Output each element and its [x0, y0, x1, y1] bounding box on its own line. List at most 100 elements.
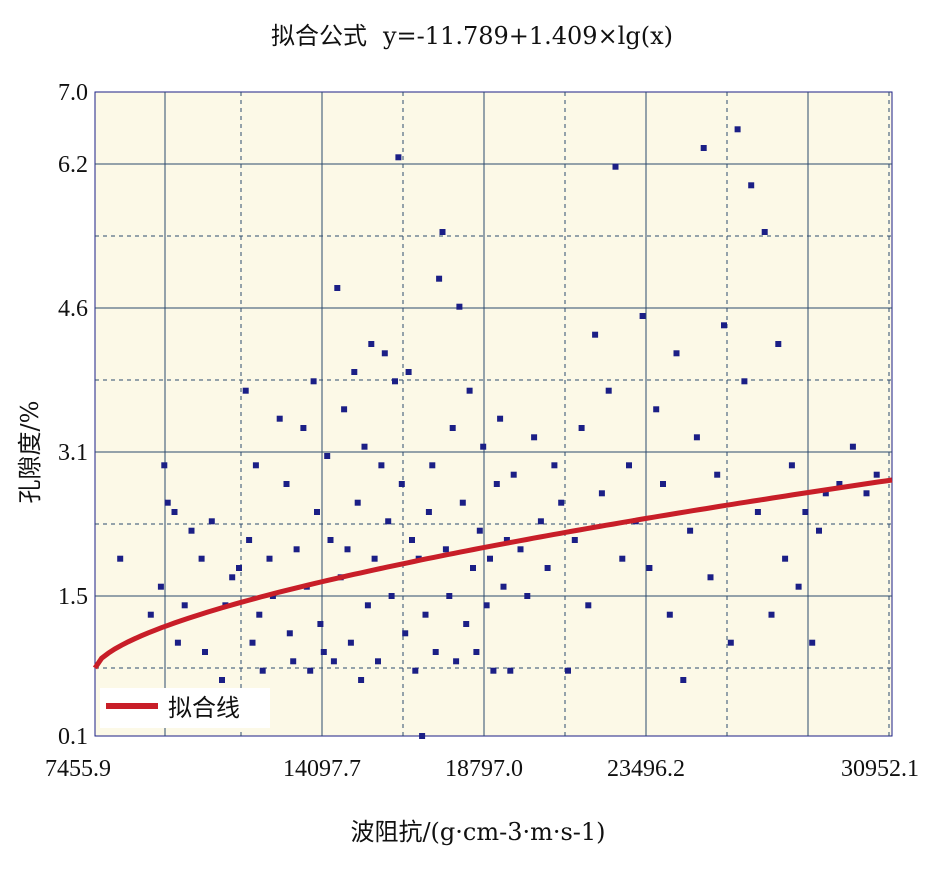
data-point	[503, 537, 510, 543]
data-point	[412, 667, 419, 674]
data-point	[524, 593, 531, 599]
data-point	[259, 667, 266, 674]
data-point	[646, 565, 653, 571]
data-point	[727, 639, 734, 646]
data-point	[171, 509, 178, 515]
data-point	[147, 611, 154, 618]
data-point	[381, 350, 388, 357]
data-point	[347, 639, 354, 646]
y-axis-ticks: 0.1 1.5 3.1 4.6 6.2 7.0	[58, 80, 88, 750]
data-point	[157, 583, 164, 590]
data-point	[395, 154, 402, 161]
data-point	[283, 481, 290, 487]
data-point	[707, 574, 714, 581]
data-point	[198, 555, 205, 562]
data-point	[246, 537, 253, 543]
scatter-points	[117, 126, 880, 739]
data-point	[242, 387, 249, 394]
data-point	[398, 481, 405, 487]
data-point	[293, 546, 300, 553]
data-point	[442, 546, 449, 553]
data-point	[385, 518, 392, 525]
data-point	[680, 677, 687, 683]
data-point	[453, 658, 460, 665]
data-point	[585, 602, 592, 609]
data-point	[392, 378, 398, 385]
data-point	[626, 462, 632, 469]
data-point	[463, 621, 470, 627]
data-point	[456, 303, 463, 310]
data-point	[449, 425, 456, 431]
data-point	[470, 565, 476, 571]
data-point	[436, 275, 443, 282]
data-point	[290, 658, 297, 665]
data-point	[256, 611, 263, 618]
chart-title: 拟合公式 y=-11.789+1.409×lg(x)	[271, 22, 673, 50]
x-tick-label: 23496.2	[607, 756, 685, 782]
data-point	[202, 649, 208, 655]
data-point	[409, 537, 415, 543]
data-point	[497, 415, 504, 422]
data-point	[517, 546, 524, 553]
x-axis-title: 波阻抗/(g·cm-3·m·s-1)	[350, 818, 605, 846]
data-point	[439, 229, 446, 235]
grid-lines	[95, 92, 892, 736]
data-point	[276, 415, 283, 422]
data-point	[619, 555, 626, 562]
data-point	[507, 667, 514, 674]
data-point	[612, 163, 619, 170]
chart-title-formula: y=-11.789+1.409×lg(x)	[382, 22, 673, 50]
plot-area	[94, 91, 893, 737]
y-axis-title: 孔隙度/%	[16, 401, 44, 504]
data-point	[775, 341, 782, 347]
chart-title-prefix: 拟合公式	[271, 22, 367, 50]
data-point	[558, 499, 565, 506]
data-point	[164, 499, 171, 506]
data-point	[466, 387, 473, 394]
data-point	[809, 639, 816, 646]
data-point	[320, 649, 327, 655]
data-point	[161, 462, 168, 469]
data-point	[378, 462, 385, 469]
data-point	[402, 630, 409, 637]
data-point	[768, 611, 775, 618]
data-point	[314, 509, 320, 515]
data-point	[286, 630, 293, 637]
data-point	[551, 462, 558, 469]
data-point	[605, 387, 612, 394]
data-point	[405, 369, 412, 375]
data-point	[571, 537, 578, 543]
data-point	[300, 425, 307, 431]
data-point	[500, 583, 507, 590]
data-point	[473, 649, 480, 655]
data-point	[721, 322, 727, 329]
data-point	[863, 490, 870, 497]
data-point	[822, 490, 829, 497]
data-point	[592, 331, 599, 338]
data-point	[317, 621, 324, 627]
data-point	[714, 471, 721, 478]
data-point	[531, 434, 538, 441]
x-tick-label: 30952.1	[841, 756, 919, 782]
data-point	[693, 434, 700, 441]
data-point	[510, 471, 517, 478]
data-point	[425, 509, 432, 515]
x-axis-title-text: 波阻抗/(g·cm-3·m·s-1)	[350, 818, 605, 846]
x-axis-ticks: 7455.9 14097.7 18797.0 23496.2 30952.1	[45, 756, 919, 782]
data-point	[578, 425, 585, 431]
data-point	[565, 667, 571, 674]
data-point	[358, 677, 365, 683]
data-point	[310, 378, 317, 385]
data-point	[368, 341, 375, 347]
data-point	[782, 555, 789, 562]
data-point	[364, 602, 371, 609]
data-point	[236, 565, 242, 571]
data-point	[422, 611, 429, 618]
legend: 拟合线	[100, 688, 270, 728]
data-point	[493, 481, 500, 487]
data-point	[307, 667, 314, 674]
data-point	[446, 593, 453, 599]
data-point	[490, 667, 497, 674]
data-point	[741, 378, 748, 385]
data-point	[341, 406, 348, 413]
